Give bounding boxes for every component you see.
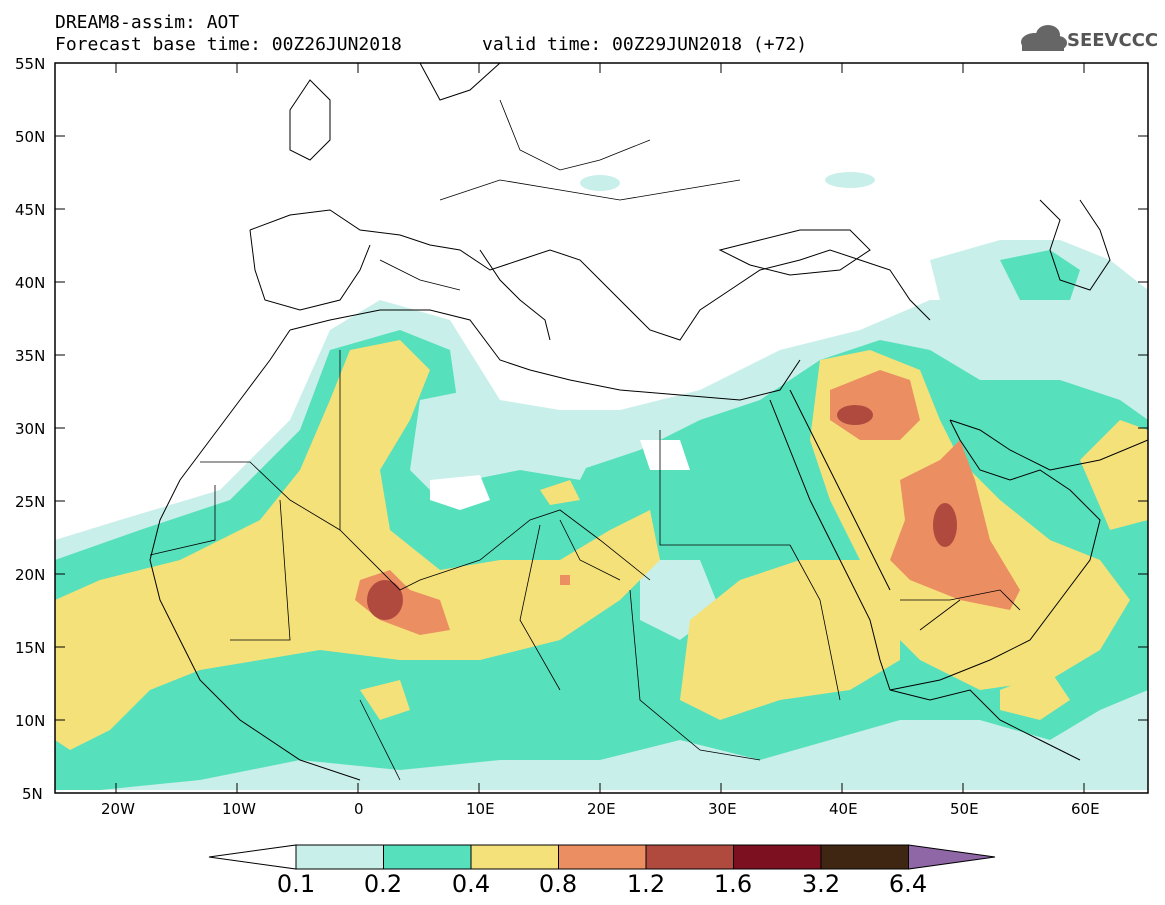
- colorbar-cell: [470, 844, 559, 870]
- aot-clean-areas: [430, 440, 690, 510]
- colorbar-min-arrow: [208, 844, 297, 870]
- lon-label: 40E: [829, 800, 858, 818]
- colorbar-cell: [295, 844, 384, 870]
- colorbar-label: 0.8: [538, 870, 578, 898]
- lat-label: 5N: [22, 785, 43, 803]
- map-title: DREAM8-assim: AOT: [55, 12, 240, 33]
- coastlines: [149, 63, 1148, 781]
- lon-label: 10E: [466, 800, 495, 818]
- lon-label: 20W: [101, 800, 135, 818]
- valid-time: valid time: 00Z29JUN2018 (+72): [482, 34, 808, 55]
- colorbar-cell: [820, 844, 909, 870]
- colorbar-max-arrow: [908, 844, 996, 870]
- aot-level-1.2: [367, 405, 957, 620]
- colorbar-label: 1.6: [713, 870, 753, 898]
- lat-label: 40N: [15, 274, 46, 292]
- lon-label: 10W: [222, 800, 256, 818]
- lat-label: 10N: [15, 712, 46, 730]
- colorbar-cell: [383, 844, 472, 870]
- lat-label: 20N: [15, 566, 46, 584]
- lat-label: 30N: [15, 420, 46, 438]
- aot-field: [55, 63, 1148, 793]
- lon-label: 0: [354, 800, 364, 818]
- colorbar-label: 3.2: [801, 870, 841, 898]
- lat-label: 25N: [15, 493, 46, 511]
- lon-label: 50E: [950, 800, 979, 818]
- colorbar-label: 0.4: [451, 870, 491, 898]
- lat-label: 35N: [15, 347, 46, 365]
- borders: [149, 99, 1021, 781]
- logo-text: SEEVCCC: [1067, 30, 1159, 51]
- colorbar-cell: [645, 844, 734, 870]
- lat-label: 45N: [15, 201, 46, 219]
- cloud-icon: [1021, 25, 1067, 51]
- colorbar: [208, 844, 996, 870]
- base-time: Forecast base time: 00Z26JUN2018: [55, 34, 402, 55]
- colorbar-cell: [558, 844, 647, 870]
- lon-label: 30E: [708, 800, 737, 818]
- lat-label: 55N: [15, 55, 46, 73]
- lat-label: 15N: [15, 639, 46, 657]
- lon-label: 20E: [587, 800, 616, 818]
- lon-label: 60E: [1071, 800, 1100, 818]
- colorbar-label: 6.4: [888, 870, 928, 898]
- colorbar-cell: [733, 844, 822, 870]
- colorbar-label: 0.1: [276, 870, 316, 898]
- axis-ticks: [55, 62, 1148, 793]
- lat-label: 50N: [15, 128, 46, 146]
- colorbar-label: 0.2: [363, 870, 403, 898]
- colorbar-label: 1.2: [626, 870, 666, 898]
